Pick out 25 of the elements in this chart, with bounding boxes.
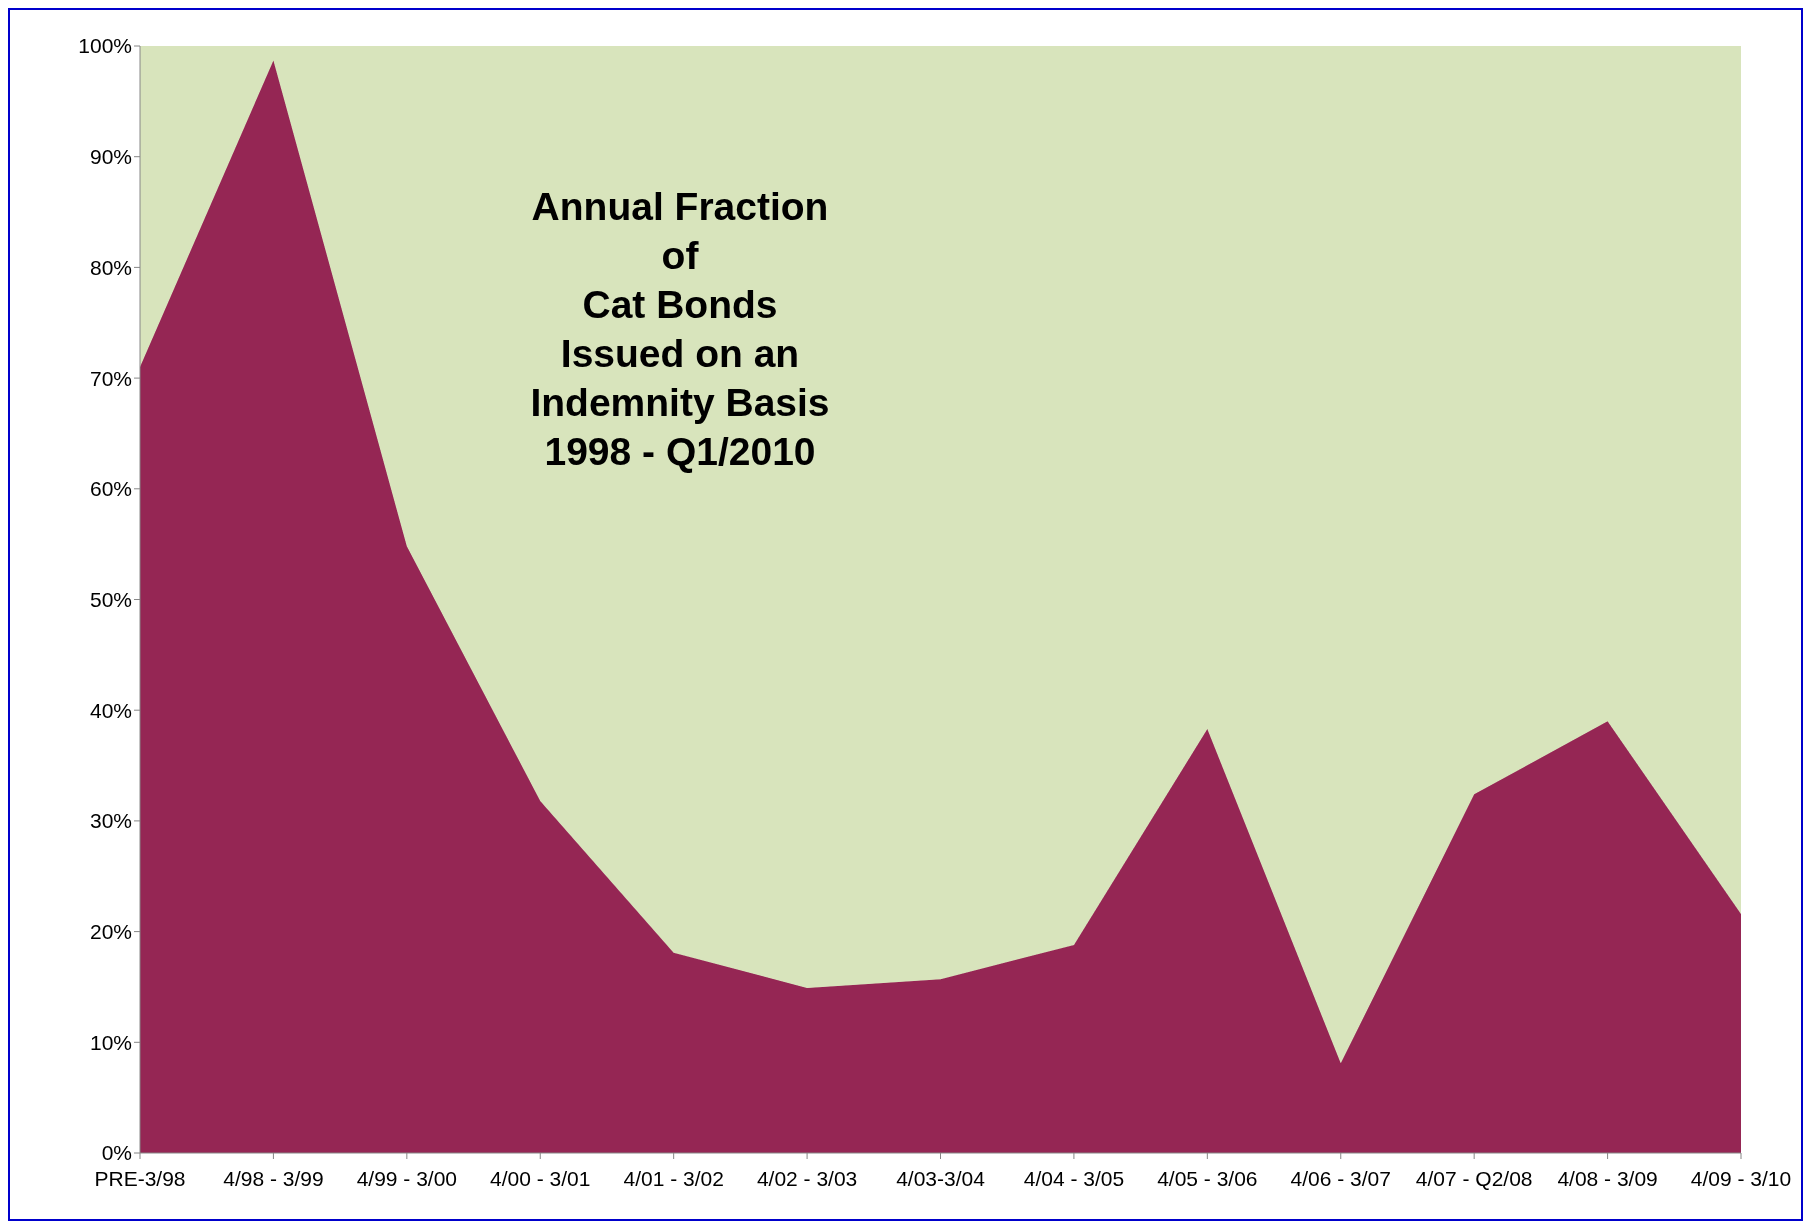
y-tick-label: 70% xyxy=(89,366,132,390)
x-tick-label: 4/07 - Q2/08 xyxy=(1415,1166,1533,1190)
y-tick-label: 60% xyxy=(89,477,132,501)
y-tick-label: 30% xyxy=(89,809,132,833)
x-tick-label: 4/02 - 3/03 xyxy=(756,1166,858,1190)
x-tick-label: 4/03-3/04 xyxy=(896,1166,986,1190)
x-tick-label: 4/00 - 3/01 xyxy=(490,1166,591,1190)
y-tick-label: 0% xyxy=(101,1141,132,1165)
y-tick-label: 20% xyxy=(89,920,132,944)
x-tick-label: PRE-3/98 xyxy=(94,1166,186,1190)
x-tick-label: 4/09 - 3/10 xyxy=(1690,1166,1792,1190)
x-tick-label: 4/04 - 3/05 xyxy=(1023,1166,1125,1190)
x-tick-label: 4/08 - 3/09 xyxy=(1557,1166,1658,1190)
y-tick-label: 90% xyxy=(89,145,132,169)
y-tick-label: 80% xyxy=(89,255,132,279)
y-tick-label: 100% xyxy=(78,34,132,58)
text: Annual Fraction of Cat Bonds Issued on an Indemnity Basis 1998 - Q1/2010 xyxy=(529,184,831,475)
x-tick-label: 4/05 - 3/06 xyxy=(1157,1166,1258,1190)
x-tick-label: 4/99 - 3/00 xyxy=(356,1166,458,1190)
y-tick-label: 10% xyxy=(89,1030,132,1054)
y-tick-label: 50% xyxy=(89,587,132,611)
x-tick-label: 4/98 - 3/99 xyxy=(223,1166,324,1190)
x-tick-label: 4/06 - 3/07 xyxy=(1290,1166,1391,1190)
y-tick-label: 40% xyxy=(89,698,132,722)
x-tick-label: 4/01 - 3/02 xyxy=(623,1166,724,1190)
